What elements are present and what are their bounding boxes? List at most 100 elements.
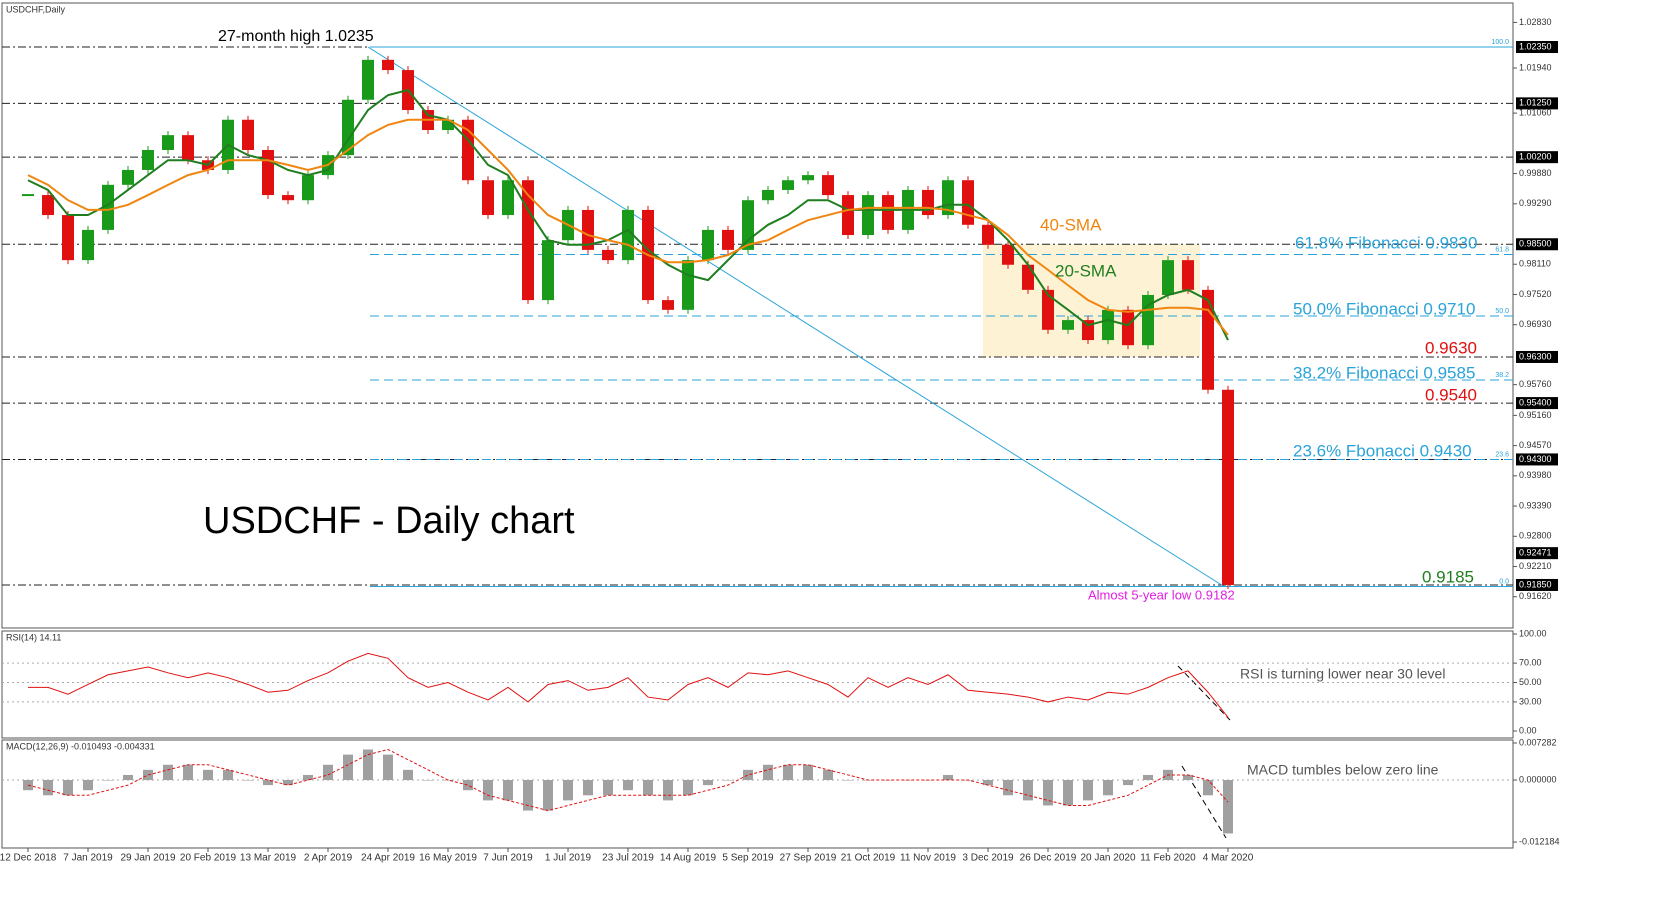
macd-bar (643, 780, 653, 796)
candle (262, 149, 274, 196)
candle (502, 180, 514, 216)
candle (1042, 289, 1054, 330)
macd-bar (1063, 780, 1073, 806)
macd-bar (683, 780, 693, 796)
macd-bar (543, 780, 553, 811)
fib-level: 23.6 (1495, 451, 1509, 458)
y-tick-label: 0.93980 (1519, 470, 1552, 480)
x-tick-label: 16 May 2019 (419, 853, 477, 864)
y-tick-label: 0.92800 (1519, 531, 1552, 541)
macd-bar (723, 780, 733, 781)
candle (822, 175, 834, 196)
macd-bar (263, 780, 273, 786)
rsi-line (28, 652, 1229, 718)
x-tick-label: 24 Apr 2019 (361, 853, 415, 864)
candle (82, 229, 94, 261)
macd-bar (583, 780, 593, 796)
macd-bar (1043, 780, 1053, 806)
candle (842, 195, 854, 236)
candle (662, 300, 674, 310)
candle (802, 175, 814, 181)
annotation: 0.9630 (1425, 338, 1477, 357)
macd-bar (43, 780, 53, 796)
x-tick-label: 2 Apr 2019 (304, 853, 353, 864)
y-tick-label: 1.01940 (1519, 62, 1552, 72)
candle (342, 99, 354, 156)
macd-bar (1003, 780, 1013, 796)
candle (1222, 389, 1234, 585)
candle (142, 149, 154, 170)
trend-line (367, 46, 1225, 587)
level-box (1516, 350, 1558, 363)
candle (742, 200, 754, 250)
macd-bar (183, 764, 193, 781)
macd-bar (483, 780, 493, 801)
candle (1002, 244, 1014, 265)
candle (1182, 260, 1194, 290)
candle (522, 180, 534, 301)
level-box (1516, 41, 1558, 54)
candle (442, 119, 454, 131)
candle (722, 229, 734, 250)
x-tick-label: 20 Jan 2020 (1080, 853, 1135, 864)
x-tick-label: 4 Mar 2020 (1203, 853, 1254, 864)
candle (762, 189, 774, 201)
macd-bar (423, 780, 433, 781)
annotation: 20-SMA (1055, 261, 1117, 280)
macd-bar (823, 769, 833, 781)
candle (282, 195, 294, 201)
candle (382, 59, 394, 71)
macd-bar (563, 780, 573, 801)
macd-bar (403, 769, 413, 781)
y-tick-label: 0.000000 (1519, 774, 1557, 784)
chart-heading: USDCHF - Daily chart (203, 500, 575, 542)
macd-bar (163, 764, 173, 781)
y-tick-label: 1.02830 (1519, 17, 1552, 27)
level-label: 0.98500 (1519, 239, 1552, 249)
y-tick-label: 30.00 (1519, 696, 1542, 706)
y-tick-label: -0.012184 (1519, 836, 1560, 846)
rsi-note: RSI is turning lower near 30 level (1240, 666, 1445, 682)
macd-bar (1143, 774, 1153, 781)
macd-bar (983, 780, 993, 786)
level-box (1516, 578, 1558, 591)
macd-bar (303, 774, 313, 781)
macd-bar (603, 780, 613, 796)
fib-level: 100.0 (1491, 39, 1509, 46)
rsi-arrow (1177, 665, 1231, 721)
macd-bar (663, 780, 673, 801)
y-tick-label: 0.95760 (1519, 379, 1552, 389)
candle (1102, 309, 1114, 341)
macd-bar (503, 780, 513, 801)
macd-bar (783, 764, 793, 781)
macd-bar (323, 764, 333, 781)
y-tick-label: 70.00 (1519, 658, 1542, 668)
macd-bar (743, 769, 753, 781)
y-tick-label: 0.93390 (1519, 500, 1552, 510)
annotation: 23.6% Fbonacci 0.9430 (1293, 441, 1472, 460)
macd-signal (27, 748, 1229, 812)
y-tick-label: 0.92210 (1519, 561, 1552, 571)
candle (242, 119, 254, 150)
level-label: 0.94300 (1519, 454, 1552, 464)
y-tick-label: 50.00 (1519, 677, 1542, 687)
fib-level: 61.8 (1495, 246, 1509, 253)
candle (182, 135, 194, 161)
macd-bar (283, 780, 293, 786)
macd-bar (383, 754, 393, 781)
sma-line (27, 88, 1229, 341)
macd-panel-frame (1, 739, 1514, 849)
candle (302, 175, 314, 201)
level-label: 1.00200 (1519, 152, 1552, 162)
macd-bar (1203, 780, 1213, 796)
candle (62, 215, 74, 261)
x-tick-label: 11 Feb 2020 (1140, 853, 1196, 864)
y-tick-label: 0.98110 (1519, 259, 1551, 269)
macd-bar (463, 780, 473, 791)
macd-bar (1183, 774, 1193, 781)
level-label: 1.01250 (1519, 98, 1552, 108)
x-tick-label: 21 Oct 2019 (841, 853, 896, 864)
rsi-title: RSI(14) 14.11 (6, 632, 61, 642)
y-tick-label: 0.95160 (1519, 410, 1552, 420)
